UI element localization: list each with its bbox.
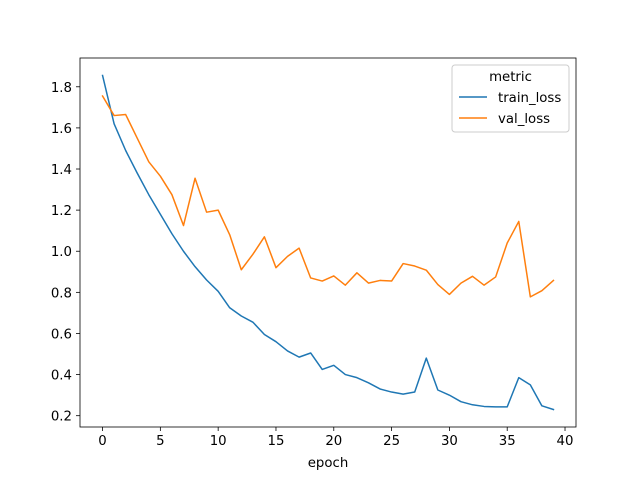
x-axis-label: epoch	[308, 456, 349, 471]
y-axis: 0.2 0.4 0.6 0.8 1.0 1.2 1.4 1.6 1.8	[51, 81, 80, 425]
x-axis: 0 5 10 15 20 25 30 35 40	[98, 427, 573, 449]
x-tick-label: 30	[441, 434, 458, 449]
x-tick-label: 15	[268, 434, 285, 449]
plot-lines	[101, 74, 555, 411]
x-tick-label: 0	[98, 434, 106, 449]
x-tick-label: 20	[325, 434, 342, 449]
legend-label-val-loss: val_loss	[498, 112, 550, 127]
x-tick-label: 40	[557, 434, 574, 449]
x-tick-label: 5	[156, 434, 164, 449]
legend-label-train-loss: train_loss	[498, 91, 561, 106]
x-tick-label: 10	[210, 434, 227, 449]
plot-frame	[79, 57, 577, 428]
y-tick-label: 1.8	[51, 81, 72, 96]
y-tick-label: 0.2	[51, 410, 72, 425]
legend-box	[451, 64, 570, 133]
y-tick-label: 0.4	[51, 369, 72, 384]
y-tick-label: 0.8	[51, 286, 72, 301]
legend-title: metric	[489, 70, 532, 85]
y-tick-label: 0.6	[51, 327, 72, 342]
series-line-train-loss	[101, 74, 555, 411]
x-tick-label: 35	[499, 434, 516, 449]
y-tick-label: 1.6	[51, 122, 72, 137]
y-tick-label: 1.0	[51, 245, 72, 260]
y-tick-label: 1.4	[51, 163, 72, 178]
series-line-val-loss	[101, 95, 555, 298]
legend: metric train_loss val_loss	[451, 64, 570, 133]
y-tick-label: 1.2	[51, 204, 72, 219]
x-tick-label: 25	[383, 434, 400, 449]
